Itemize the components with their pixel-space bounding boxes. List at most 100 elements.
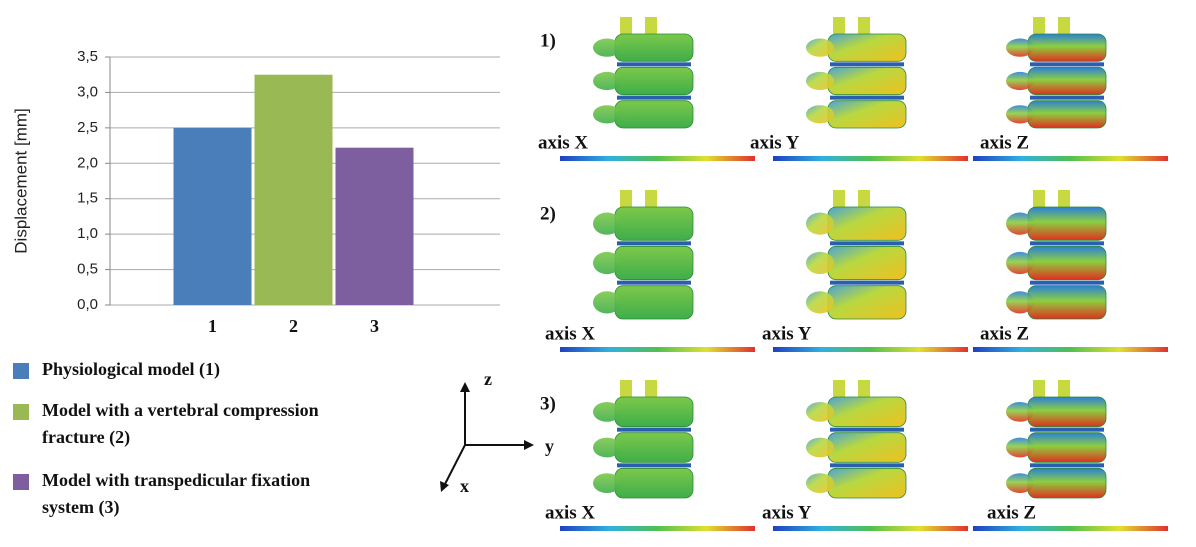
posterior-element (806, 473, 834, 493)
color-scale (973, 156, 1168, 161)
disc (830, 62, 904, 66)
disc (617, 62, 691, 66)
disc (1030, 241, 1104, 245)
arrowhead (440, 481, 449, 492)
disc (1030, 96, 1104, 100)
posterior-element (1006, 72, 1034, 90)
x-tick-label: 3 (370, 316, 379, 336)
axis-label: axis Y (750, 132, 800, 153)
vertebra (828, 207, 906, 240)
axis-label: axis Z (987, 502, 1036, 523)
vertebra (1028, 286, 1106, 319)
posterior-element (593, 72, 621, 90)
posterior-element (806, 105, 834, 123)
posterior-element (1006, 105, 1034, 123)
axis-label: axis Z (980, 132, 1029, 153)
posterior-element (593, 291, 621, 313)
color-scale (560, 156, 755, 161)
posterior-element (1006, 291, 1034, 313)
triad-label: x (460, 476, 469, 496)
posterior-element (593, 402, 621, 422)
legend-swatch (13, 404, 29, 420)
posterior-element (1006, 39, 1034, 57)
vertebra (1028, 207, 1106, 240)
y-axis-title: Displacement [mm] (11, 108, 30, 253)
legend-swatch (13, 474, 29, 490)
posterior-element (1006, 213, 1034, 235)
vertebra (1028, 246, 1106, 279)
vertebra (828, 101, 906, 128)
posterior-element (1006, 473, 1034, 493)
vertebra (828, 34, 906, 61)
vertebra (615, 468, 693, 498)
legend-label: Physiological model (1) (42, 356, 352, 383)
row-label: 2) (540, 203, 556, 224)
disc (830, 96, 904, 100)
disc (1030, 428, 1104, 432)
disc (1030, 463, 1104, 467)
y-tick-label: 0,0 (77, 296, 98, 313)
axis-label: axis Z (980, 323, 1029, 344)
vertebra (828, 397, 906, 427)
vertebra (1028, 101, 1106, 128)
triad-label: z (484, 369, 492, 389)
bar (174, 128, 252, 305)
axis-label: axis X (545, 502, 595, 523)
vertebra (615, 34, 693, 61)
bar (336, 148, 414, 305)
vertebra (615, 67, 693, 94)
y-tick-label: 0,5 (77, 261, 98, 278)
color-scale (973, 347, 1168, 352)
vertebra (1028, 468, 1106, 498)
axis-label: axis X (545, 323, 595, 344)
vertebra (615, 101, 693, 128)
triad-label: y (545, 436, 554, 456)
posterior-element (593, 438, 621, 458)
y-tick-label: 1,0 (77, 225, 98, 242)
disc (617, 428, 691, 432)
disc (1030, 62, 1104, 66)
vertebra (828, 246, 906, 279)
posterior-element (1006, 252, 1034, 274)
row-label: 1) (540, 30, 556, 51)
posterior-element (1006, 438, 1034, 458)
axis-label: axis Y (762, 502, 812, 523)
posterior-element (806, 39, 834, 57)
legend-swatch (13, 363, 29, 379)
bar (255, 75, 333, 305)
vertebra (828, 286, 906, 319)
y-tick-label: 3,0 (77, 83, 98, 100)
posterior-element (593, 252, 621, 274)
vertebra (615, 246, 693, 279)
disc (830, 281, 904, 285)
disc (830, 428, 904, 432)
axis-label: axis X (538, 132, 588, 153)
vertebra (615, 207, 693, 240)
vertebra (1028, 67, 1106, 94)
arrowhead (460, 382, 470, 392)
posterior-element (806, 291, 834, 313)
y-tick-label: 3,5 (77, 48, 98, 65)
vertebra (1028, 433, 1106, 463)
figure: Displacement [mm] z y x 0,0 0,5 1,0 1,5 2,0 2… (0, 0, 1196, 547)
disc (1030, 281, 1104, 285)
x-tick-label: 2 (289, 316, 298, 336)
y-tick-label: 1,5 (77, 190, 98, 207)
color-scale (560, 347, 755, 352)
axis-label: axis Y (762, 323, 812, 344)
vertebra (1028, 397, 1106, 427)
posterior-element (593, 473, 621, 493)
color-scale (560, 526, 755, 531)
disc (617, 96, 691, 100)
posterior-element (806, 213, 834, 235)
legend-label: Model with a vertebral compression fract… (42, 397, 352, 451)
posterior-element (806, 72, 834, 90)
color-scale (773, 156, 968, 161)
color-scale (773, 347, 968, 352)
posterior-element (806, 252, 834, 274)
vertebra (828, 433, 906, 463)
y-tick-label: 2,0 (77, 154, 98, 171)
posterior-element (593, 213, 621, 235)
chart: Displacement [mm] z y x 0,0 0,5 1,0 1,5 2,0 2… (0, 0, 1196, 547)
color-scale (773, 526, 968, 531)
